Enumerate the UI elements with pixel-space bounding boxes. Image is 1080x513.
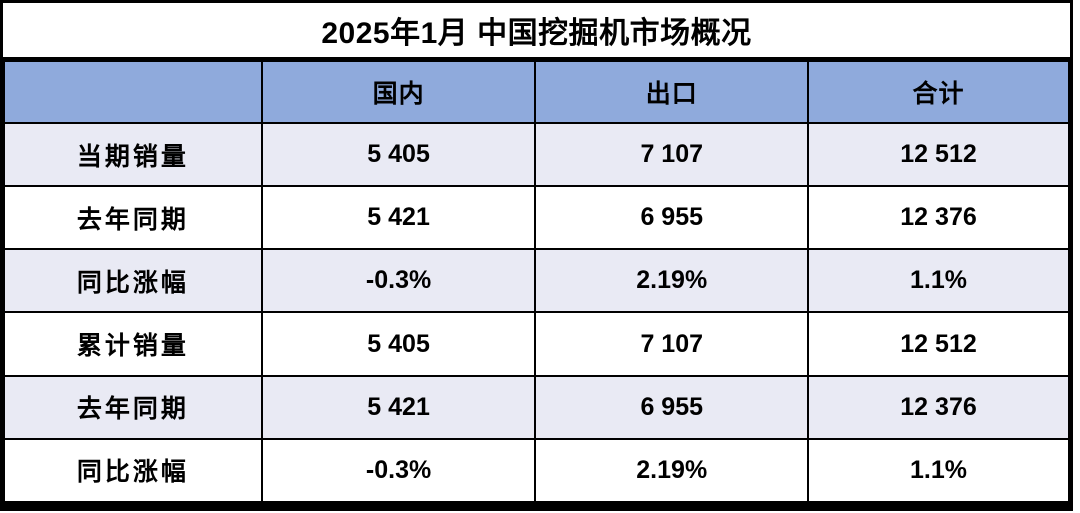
row-label: 去年同期	[3, 185, 263, 251]
cell-export-value: 2.19%	[534, 248, 810, 314]
cell-export-value: 6 955	[534, 185, 810, 251]
cell-domestic-value: 5 405	[260, 311, 537, 377]
header-cell-export: 出口	[534, 60, 810, 124]
cell-domestic-value: 5 421	[260, 185, 537, 251]
cell-total-value: 12 376	[807, 374, 1070, 440]
cell-total-value: 12 512	[807, 311, 1070, 377]
table-row: 同比涨幅 -0.3% 2.19% 1.1%	[3, 248, 1070, 314]
header-cell-total: 合计	[807, 60, 1070, 124]
cell-domestic-value: 5 405	[260, 121, 537, 188]
header-cell-empty	[3, 60, 263, 124]
row-label: 同比涨幅	[3, 248, 263, 314]
cell-export-value: 2.19%	[534, 437, 810, 504]
table-title: 2025年1月 中国挖掘机市场概况	[321, 17, 752, 50]
data-grid: 国内 出口 合计 当期销量 5 405 7 107 12 512 去年同期 5 …	[3, 60, 1070, 504]
cell-total-value: 1.1%	[807, 248, 1070, 314]
row-label: 去年同期	[3, 374, 263, 440]
table-row: 累计销量 5 405 7 107 12 512	[3, 311, 1070, 377]
cell-domestic-value: -0.3%	[260, 248, 537, 314]
row-label: 累计销量	[3, 311, 263, 377]
table-row: 同比涨幅 -0.3% 2.19% 1.1%	[3, 437, 1070, 504]
cell-domestic-value: 5 421	[260, 374, 537, 440]
table-row: 去年同期 5 421 6 955 12 376	[3, 374, 1070, 440]
row-label: 同比涨幅	[3, 437, 263, 504]
table-row: 去年同期 5 421 6 955 12 376	[3, 185, 1070, 251]
cell-total-value: 1.1%	[807, 437, 1070, 504]
cell-export-value: 6 955	[534, 374, 810, 440]
cell-domestic-value: -0.3%	[260, 437, 537, 504]
cell-total-value: 12 376	[807, 185, 1070, 251]
table-row: 当期销量 5 405 7 107 12 512	[3, 121, 1070, 188]
row-label: 当期销量	[3, 121, 263, 188]
header-row: 国内 出口 合计	[3, 60, 1070, 124]
header-cell-domestic: 国内	[260, 60, 537, 124]
cell-export-value: 7 107	[534, 311, 810, 377]
cell-export-value: 7 107	[534, 121, 810, 188]
cell-total-value: 12 512	[807, 121, 1070, 188]
table-title-bar: 2025年1月 中国挖掘机市场概况	[3, 3, 1070, 60]
